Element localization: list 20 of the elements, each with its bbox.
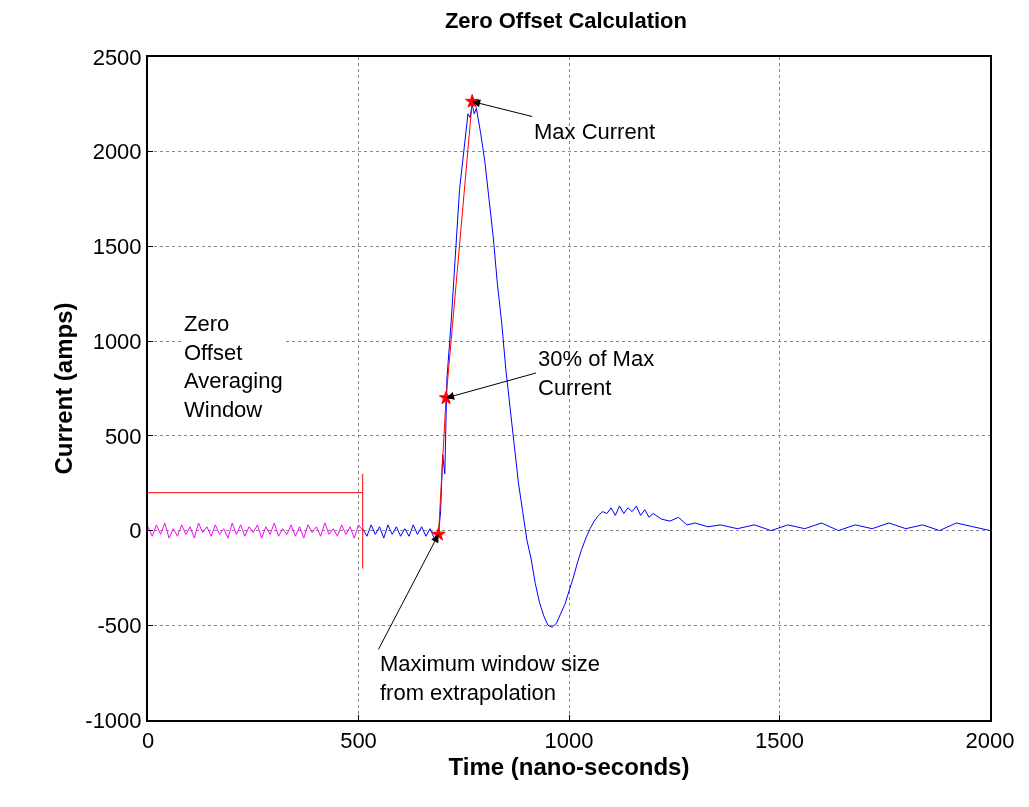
y-tick-label: 2000 xyxy=(92,139,142,165)
y-tick-label: 0 xyxy=(129,518,142,544)
annotation: Max Current xyxy=(534,119,656,144)
y-tick-label: -500 xyxy=(97,612,142,638)
chart-title: Zero Offset Calculation xyxy=(444,7,687,33)
annotation: Zero Offset Averaging Window xyxy=(184,311,283,422)
annotation: Maximum window size from extrapolation xyxy=(380,651,601,705)
y-tick-label: -1000 xyxy=(85,707,142,733)
x-tick-label: 500 xyxy=(340,728,377,754)
annotation: 30% of Max Current xyxy=(538,346,655,400)
y-tick-label: 1500 xyxy=(92,234,142,260)
x-tick-label: 1500 xyxy=(755,728,804,754)
x-axis-title: Time (nano-seconds) xyxy=(448,753,690,781)
y-tick-label: 1000 xyxy=(92,328,142,354)
y-tick-label: 500 xyxy=(104,423,142,449)
y-tick-label: 2500 xyxy=(92,44,142,70)
y-axis-title: Current (amps) xyxy=(49,302,77,475)
x-tick-label: 2000 xyxy=(965,728,1015,754)
line-series xyxy=(148,522,364,539)
x-tick-label: 1000 xyxy=(544,728,594,754)
